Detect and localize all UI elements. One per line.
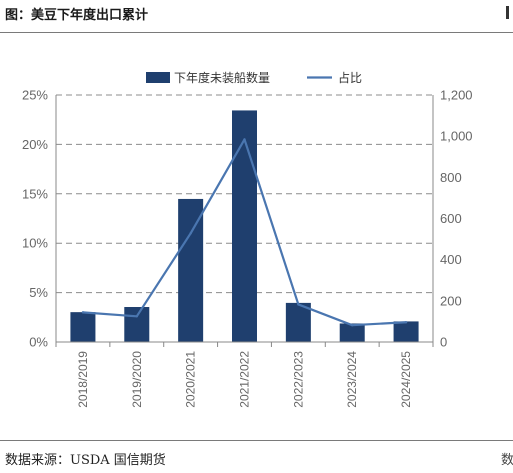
bar-series: [70, 110, 419, 342]
source-mark: 数: [501, 453, 513, 468]
bar: [70, 312, 96, 342]
left-tick-label: 15%: [22, 186, 48, 201]
left-tick-label: 25%: [22, 88, 48, 103]
line-point: [81, 311, 85, 314]
line-point: [243, 138, 246, 141]
legend-bar-swatch: [146, 72, 170, 83]
bottom-divider: [0, 440, 513, 441]
right-tick-label: 400: [440, 252, 462, 267]
axes: [55, 95, 434, 347]
left-tick-label: 5%: [29, 285, 48, 300]
figure-title: 图：美豆下年度出口累计: [5, 8, 149, 23]
legend: 下年度未装船数量 占比: [146, 70, 362, 85]
right-tick-label: 0: [440, 335, 447, 350]
category-label: 2024/2025: [399, 351, 413, 408]
grid-lines: [56, 94, 433, 294]
left-tick-label: 20%: [22, 137, 48, 152]
right-tick-label: 800: [440, 170, 462, 185]
bar: [339, 323, 365, 342]
right-tick-label: 600: [440, 211, 462, 226]
line-point: [297, 303, 300, 306]
line-point: [189, 232, 192, 235]
legend-bar-label: 下年度未装船数量: [174, 70, 270, 85]
right-tick-label: 1,200: [440, 88, 473, 103]
category-label: 2020/2021: [184, 351, 198, 408]
right-tick-label: 1,000: [440, 129, 473, 144]
line-point: [135, 315, 138, 318]
left-axis-ticks: 0% 5% 10% 15% 20% 25%: [22, 88, 48, 350]
bar: [124, 307, 150, 342]
left-tick-label: 10%: [22, 236, 48, 251]
bar: [285, 302, 311, 342]
source-note: 数据来源：USDA 国信期货: [5, 453, 166, 468]
right-axis-ticks: 0 200 400 600 800 1,000 1,200: [440, 88, 473, 350]
bar: [393, 321, 419, 342]
category-label: 2019/2020: [130, 351, 144, 408]
left-tick-label: 0%: [29, 335, 48, 350]
category-label: 2018/2019: [76, 351, 90, 408]
bar: [178, 198, 204, 342]
legend-line-label: 占比: [338, 70, 362, 85]
line-point: [351, 324, 354, 327]
bar: [232, 110, 257, 342]
category-label: 2021/2022: [238, 351, 252, 408]
right-tick-label: 200: [440, 293, 462, 308]
line-point: [404, 321, 408, 324]
category-labels: 2018/2019 2019/2020 2020/2021 2021/2022 2022…: [76, 351, 413, 408]
line-series: [81, 138, 408, 327]
category-label: 2022/2023: [291, 351, 305, 408]
corner-glyph: [506, 6, 509, 19]
top-divider: [0, 32, 513, 33]
category-label: 2023/2024: [345, 351, 359, 408]
